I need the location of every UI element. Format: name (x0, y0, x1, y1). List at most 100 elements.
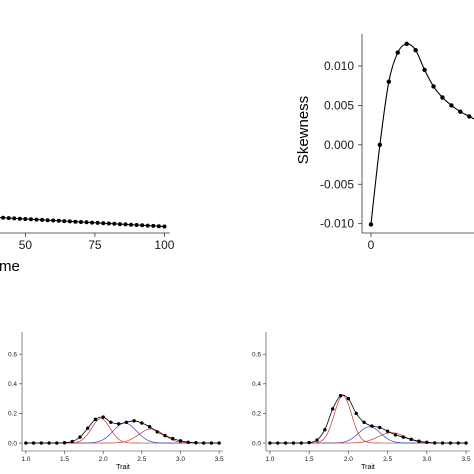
tl-data-point (156, 224, 161, 229)
br-x-tick-label: 1.0 (265, 456, 274, 463)
bl-data-point (78, 435, 82, 439)
tl-data-point (117, 222, 122, 227)
tl-x-axis-label: me (0, 258, 20, 275)
tl-data-point (6, 216, 11, 221)
bl-y-tick-label: 0.2 (8, 411, 17, 418)
br-series (268, 393, 468, 445)
bl-data-point (132, 419, 136, 423)
bl-x-tick-label: 2.5 (137, 456, 146, 463)
br-y-tick-label: 0.6 (252, 352, 261, 359)
bl-data-point (140, 421, 144, 425)
tl-data-point (140, 223, 145, 228)
br-component-curve (269, 432, 467, 444)
br-data-point (276, 441, 280, 445)
tr-data-point (377, 142, 383, 148)
br-y-tick-label: 0.2 (252, 411, 261, 418)
bl-data-point (47, 441, 51, 445)
tl-data-point (40, 217, 45, 222)
br-x-tick-label: 2.0 (344, 456, 353, 463)
tr-y-tick-label: -0.005 (320, 177, 354, 191)
tl-data-point (79, 220, 83, 224)
tr-data-point (404, 41, 409, 47)
br-data-point (362, 420, 366, 425)
bl-data-point (31, 441, 36, 445)
tr-data-point (467, 114, 472, 119)
br-data-point (299, 441, 304, 445)
br-data-point (409, 437, 413, 442)
br-x-axis-label: Trait (361, 464, 375, 471)
bl-component-curve (25, 422, 220, 444)
tl-data-point (106, 221, 111, 226)
tr-y-tick-label: 0.010 (324, 59, 354, 73)
bl-x-tick-label: 2.0 (99, 456, 108, 463)
tl-data-point (12, 216, 17, 221)
tl-data-point (123, 222, 128, 227)
tl-x-tick-label: 100 (154, 238, 174, 252)
tl-data-point (90, 220, 95, 225)
bl-x-tick-label: 1.5 (60, 456, 69, 463)
br-data-point (307, 440, 311, 445)
br-ticks: 0.6 0.4 0.2 0.0 1.0 1.5 2.0 2.5 3.0 3.5 (252, 352, 471, 463)
bl-data-point (116, 422, 121, 426)
bl-data-point (217, 441, 221, 445)
tl-data-point (51, 218, 56, 223)
tr-x-tick-label: 0 (368, 238, 375, 252)
br-data-point (448, 441, 453, 445)
bl-x-axis-label: Trait (116, 464, 130, 471)
br-data-point (425, 440, 429, 444)
tl-data-point (56, 218, 61, 223)
tr-series-line (370, 43, 474, 225)
tl-data-point (95, 220, 100, 225)
tl-data-point (151, 223, 156, 228)
bl-series-line (25, 416, 220, 444)
bl-y-tick-label: 0.4 (8, 381, 17, 388)
bl-data-point (109, 420, 113, 425)
bl-data-point (163, 433, 167, 438)
bl-component-curve (25, 428, 220, 444)
br-data-point (417, 439, 421, 443)
tl-data-point (1, 215, 6, 220)
br-x-tick-label: 2.5 (383, 456, 392, 463)
br-data-point (456, 441, 460, 445)
tl-data-point (73, 219, 78, 224)
bl-x-tick-label: 3.5 (215, 456, 224, 463)
bl-data-point (171, 436, 175, 441)
br-x-tick-label: 1.5 (305, 456, 314, 463)
bl-data-point (147, 425, 152, 429)
tl-data-point (112, 221, 117, 226)
bl-y-tick-label: 0.6 (8, 352, 17, 359)
tl-data-point (23, 217, 28, 221)
tr-data-point (440, 95, 445, 100)
bl-x-tick-label: 3.0 (176, 456, 185, 463)
bl-data-point (155, 430, 159, 434)
bl-data-point (124, 420, 129, 425)
bl-data-point (86, 426, 90, 430)
br-y-tick-label: 0.4 (252, 381, 261, 388)
bl-data-point (39, 441, 44, 445)
br-data-point (283, 441, 288, 445)
br-data-point (432, 441, 437, 445)
br-data-point (291, 441, 296, 445)
tr-data-point (395, 50, 400, 55)
tr-data-point (368, 222, 374, 227)
tl-data-point (134, 223, 139, 227)
bl-data-point (201, 441, 206, 445)
tr-y-axis-label: Skewness (295, 96, 312, 164)
bl-x-tick-label: 1.0 (21, 456, 30, 463)
br-data-point (346, 396, 351, 401)
tl-data-point (62, 219, 67, 224)
br-y-tick-label: 0.0 (252, 440, 261, 447)
bl-data-point (194, 441, 198, 445)
panel-bottom-left: 0.6 0.4 0.2 0.0 1.0 1.5 2.0 2.5 3.0 3.5 Trait (8, 332, 224, 471)
bl-data-point (24, 441, 28, 445)
br-data-point (440, 441, 445, 445)
bl-data-point (55, 441, 59, 445)
br-data-point (385, 429, 390, 433)
bl-data-point (101, 415, 105, 419)
bl-ticks: 0.6 0.4 0.2 0.0 1.0 1.5 2.0 2.5 3.0 3.5 (8, 352, 224, 463)
br-data-point (354, 411, 358, 416)
tl-data-point (129, 222, 134, 227)
tl-data-point (28, 217, 33, 222)
